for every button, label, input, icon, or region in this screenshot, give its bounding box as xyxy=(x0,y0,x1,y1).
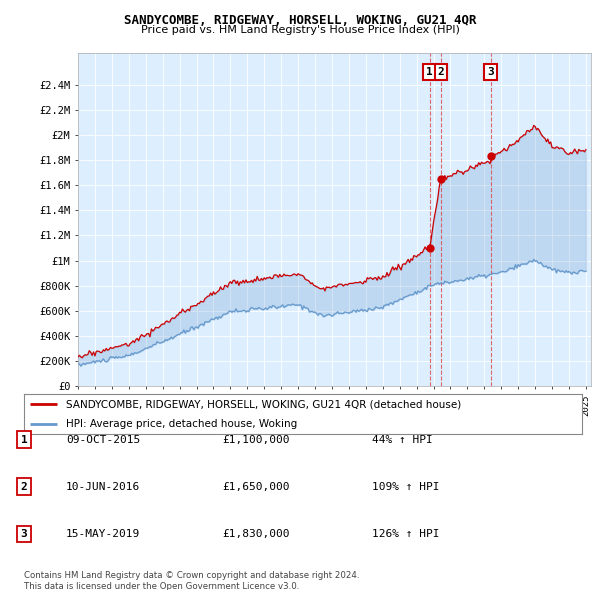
Text: SANDYCOMBE, RIDGEWAY, HORSELL, WOKING, GU21 4QR: SANDYCOMBE, RIDGEWAY, HORSELL, WOKING, G… xyxy=(124,14,476,27)
Text: £1,650,000: £1,650,000 xyxy=(222,482,290,491)
Text: 15-MAY-2019: 15-MAY-2019 xyxy=(66,529,140,539)
Text: 3: 3 xyxy=(487,67,494,77)
Text: 1: 1 xyxy=(426,67,433,77)
Text: 2: 2 xyxy=(20,482,28,491)
Text: 2: 2 xyxy=(437,67,445,77)
Text: Price paid vs. HM Land Registry's House Price Index (HPI): Price paid vs. HM Land Registry's House … xyxy=(140,25,460,35)
Text: £1,830,000: £1,830,000 xyxy=(222,529,290,539)
Text: 10-JUN-2016: 10-JUN-2016 xyxy=(66,482,140,491)
Text: 3: 3 xyxy=(20,529,28,539)
Text: 09-OCT-2015: 09-OCT-2015 xyxy=(66,435,140,444)
Text: 126% ↑ HPI: 126% ↑ HPI xyxy=(372,529,439,539)
Text: 109% ↑ HPI: 109% ↑ HPI xyxy=(372,482,439,491)
Text: Contains HM Land Registry data © Crown copyright and database right 2024.
This d: Contains HM Land Registry data © Crown c… xyxy=(24,571,359,590)
Text: 1: 1 xyxy=(20,435,28,444)
Text: SANDYCOMBE, RIDGEWAY, HORSELL, WOKING, GU21 4QR (detached house): SANDYCOMBE, RIDGEWAY, HORSELL, WOKING, G… xyxy=(66,399,461,409)
Text: HPI: Average price, detached house, Woking: HPI: Average price, detached house, Woki… xyxy=(66,419,297,428)
Text: £1,100,000: £1,100,000 xyxy=(222,435,290,444)
Text: 44% ↑ HPI: 44% ↑ HPI xyxy=(372,435,433,444)
